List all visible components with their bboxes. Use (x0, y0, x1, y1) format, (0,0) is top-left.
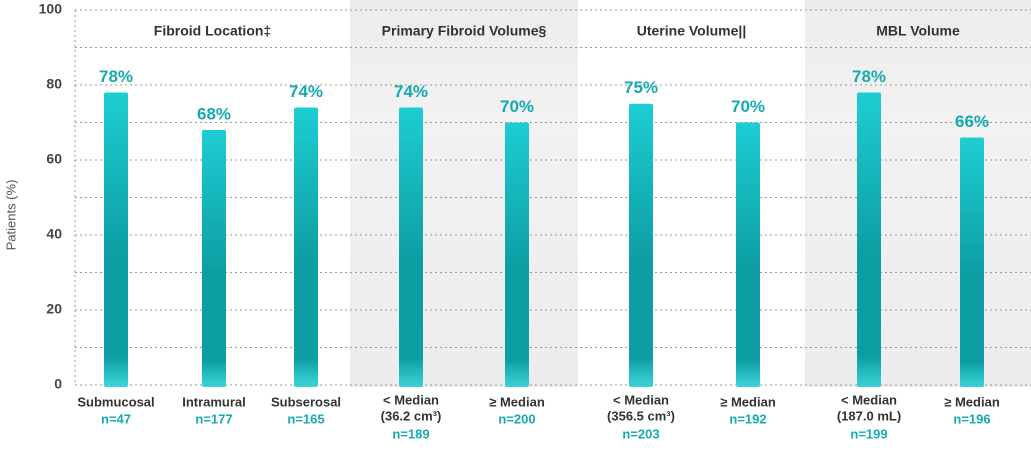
group-background (805, 0, 1031, 387)
bar (857, 92, 881, 387)
y-tick-label: 20 (46, 301, 62, 317)
bar (736, 122, 760, 387)
n-label: n=192 (729, 411, 766, 426)
n-label: n=165 (287, 411, 324, 426)
value-label: 78% (852, 67, 886, 86)
x-tick-label: < Median (613, 392, 669, 407)
x-tick-label: (187.0 mL) (837, 408, 901, 423)
y-tick-label: 40 (46, 226, 62, 242)
value-label: 74% (394, 82, 428, 101)
y-tick-label: 0 (54, 376, 62, 392)
group-title: MBL Volume (876, 23, 960, 39)
value-label: 68% (197, 104, 231, 123)
n-label: n=200 (498, 411, 535, 426)
group-title: Primary Fibroid Volume§ (382, 23, 547, 39)
bar (104, 92, 128, 387)
bar (629, 103, 653, 387)
y-axis-label: Patients (%) (3, 180, 18, 251)
bar (294, 107, 318, 387)
x-tick-label: (36.2 cm³) (381, 408, 442, 423)
value-label: 78% (99, 67, 133, 86)
x-tick-label: ≥ Median (720, 394, 776, 409)
y-tick-label: 100 (39, 1, 63, 17)
group-title: Fibroid Location‡ (154, 23, 271, 39)
bar (960, 137, 984, 387)
bar (399, 107, 423, 387)
n-label: n=47 (101, 411, 131, 426)
n-label: n=177 (195, 411, 232, 426)
value-label: 66% (955, 112, 989, 131)
n-label: n=189 (392, 426, 429, 441)
x-tick-label: < Median (383, 392, 439, 407)
bar (505, 122, 529, 387)
x-tick-label: Subserosal (271, 394, 341, 409)
group-background (350, 0, 578, 387)
value-label: 75% (624, 78, 658, 97)
x-tick-label: ≥ Median (489, 394, 545, 409)
value-label: 70% (731, 97, 765, 116)
value-label: 74% (289, 82, 323, 101)
n-label: n=196 (953, 411, 990, 426)
x-tick-label: (356.5 cm³) (607, 408, 675, 423)
x-tick-label: ≥ Median (944, 394, 1000, 409)
bar (202, 130, 226, 387)
y-tick-label: 60 (46, 151, 62, 167)
x-tick-label: Submucosal (77, 394, 154, 409)
group-title: Uterine Volume|| (637, 23, 746, 39)
n-label: n=199 (850, 426, 887, 441)
y-tick-label: 80 (46, 76, 62, 92)
x-tick-label: Intramural (182, 394, 246, 409)
n-label: n=203 (622, 426, 659, 441)
value-label: 70% (500, 97, 534, 116)
x-tick-label: < Median (841, 392, 897, 407)
